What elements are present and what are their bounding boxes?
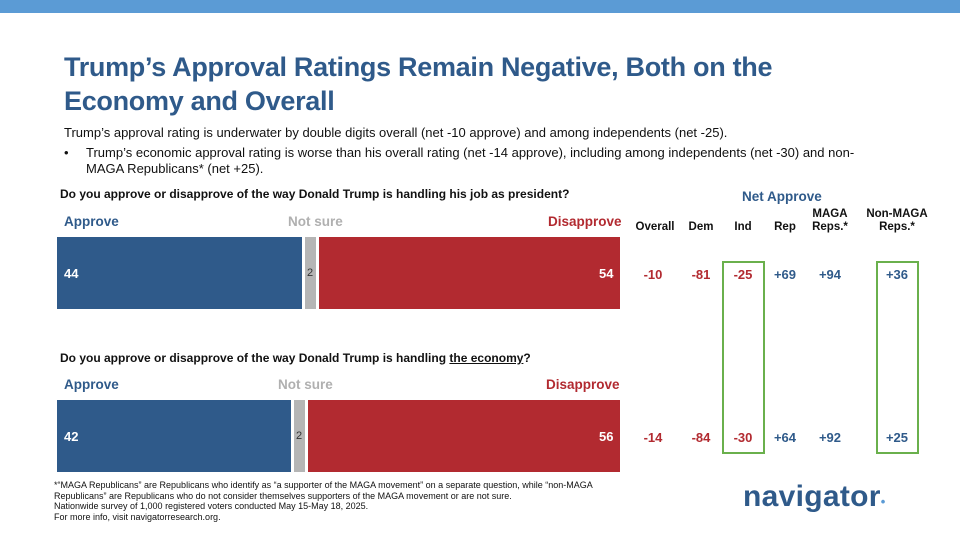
bar-disapprove-1 — [319, 237, 620, 309]
bullet-symbol: • — [64, 145, 69, 160]
net-maga-1: +94 — [818, 267, 842, 282]
net-rep-1: +69 — [773, 267, 797, 282]
footnote: *“MAGA Republicans” are Republicans who … — [54, 480, 644, 522]
value-notsure-2: 2 — [296, 430, 303, 442]
col-head-ind-text: Ind — [734, 221, 752, 233]
net-non-maga-2: +25 — [885, 430, 909, 445]
bar-notsure-2 — [293, 400, 306, 472]
highlight-box-non-maga — [876, 261, 919, 454]
logo-text: navigator — [743, 480, 881, 513]
legend-approve-2: Approve — [64, 377, 119, 392]
value-disapprove-2: 56 — [599, 429, 614, 444]
legend-notsure-1: Not sure — [288, 214, 343, 229]
col-head-rep-text: Rep — [774, 221, 796, 233]
col-head-non-maga-line2: Reps.* — [879, 221, 915, 233]
col-head-dem: Dem — [676, 221, 726, 234]
bar-disapprove-2 — [308, 400, 620, 472]
legend-disapprove-2: Disapprove — [546, 377, 620, 392]
question-2-end: ? — [523, 351, 531, 365]
bar-approve-2 — [57, 400, 291, 472]
col-head-maga-line2: Reps.* — [812, 221, 848, 233]
bar-notsure-1 — [305, 237, 317, 309]
question-2: Do you approve or disapprove of the way … — [60, 351, 531, 365]
title-line-1: Trump’s Approval Ratings Remain Negative… — [64, 52, 773, 82]
col-head-non-maga: Non-MAGA Reps.* — [862, 208, 932, 234]
legend-disapprove-1: Disapprove — [548, 214, 622, 229]
net-overall-1: -10 — [643, 267, 663, 282]
navigator-logo: navigator• — [743, 480, 886, 514]
col-head-non-maga-line1: Non-MAGA — [866, 208, 928, 220]
footnote-line-1: *“MAGA Republicans” are Republicans who … — [54, 480, 593, 490]
value-approve-2: 42 — [64, 429, 79, 444]
highlight-box-ind — [722, 261, 765, 454]
value-notsure-1: 2 — [307, 267, 314, 279]
bullet-text: Trump’s economic approval rating is wors… — [86, 145, 946, 177]
net-dem-2: -84 — [691, 430, 711, 445]
top-accent-bar — [0, 0, 960, 13]
value-approve-1: 44 — [64, 266, 79, 281]
bullet-line-1: Trump’s economic approval rating is wors… — [86, 145, 855, 160]
legend-approve-1: Approve — [64, 214, 119, 229]
col-head-dem-text: Dem — [688, 221, 714, 233]
title-line-2: Economy and Overall — [64, 86, 335, 116]
logo-dot: • — [880, 494, 886, 509]
net-maga-2: +92 — [818, 430, 842, 445]
net-ind-2: -30 — [733, 430, 753, 445]
net-overall-2: -14 — [643, 430, 663, 445]
net-non-maga-1: +36 — [885, 267, 909, 282]
col-head-maga: MAGA Reps.* — [805, 208, 855, 234]
net-rep-2: +64 — [773, 430, 797, 445]
footnote-line-3: Nationwide survey of 1,000 registered vo… — [54, 501, 369, 511]
col-head-rep: Rep — [760, 221, 810, 234]
net-approve-heading: Net Approve — [742, 189, 822, 204]
col-head-overall: Overall — [630, 221, 680, 234]
bullet-line-2: MAGA Republicans* (net +25). — [86, 161, 264, 176]
footnote-line-4: For more info, visit navigatorresearch.o… — [54, 511, 221, 522]
question-2-text: Do you approve or disapprove of the way … — [60, 351, 450, 365]
question-1: Do you approve or disapprove of the way … — [60, 187, 569, 201]
question-1-text: Do you approve or disapprove of the way … — [60, 187, 570, 201]
question-2-underlined: the economy — [449, 351, 524, 365]
value-disapprove-1: 54 — [599, 266, 614, 281]
legend-notsure-2: Not sure — [278, 377, 333, 392]
col-head-ind: Ind — [718, 221, 768, 234]
bar-approve-1 — [57, 237, 303, 309]
page-title: Trump’s Approval Ratings Remain Negative… — [64, 50, 904, 118]
col-head-maga-line1: MAGA — [812, 208, 848, 220]
subtitle: Trump’s approval rating is underwater by… — [64, 125, 728, 140]
net-ind-1: -25 — [733, 267, 753, 282]
col-head-overall-text: Overall — [635, 221, 675, 233]
net-dem-1: -81 — [691, 267, 711, 282]
footnote-line-2: Republicans” are Republicans who do not … — [54, 490, 512, 501]
